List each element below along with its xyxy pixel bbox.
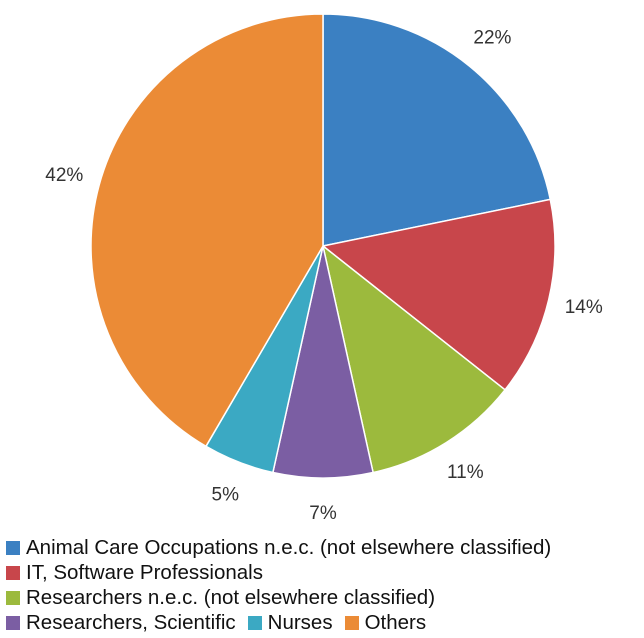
data-label: 5%	[212, 485, 240, 506]
legend-label: Others	[364, 611, 427, 634]
legend-swatch	[6, 590, 20, 605]
legend-swatch	[6, 540, 20, 555]
legend-item: Animal Care Occupations n.e.c. (not else…	[6, 535, 551, 560]
pie-slice	[322, 13, 552, 247]
legend-label: Researchers, Scientific	[26, 611, 236, 634]
legend-item: Nurses	[247, 610, 333, 635]
data-label: 42%	[45, 165, 83, 186]
pie-slice	[90, 13, 324, 448]
pie-slice	[321, 244, 507, 474]
legend-label: IT, Software Professionals	[26, 561, 263, 584]
data-label: 14%	[565, 297, 603, 318]
data-label: 7%	[309, 503, 337, 524]
legend-item: Researchers n.e.c. (not elsewhere classi…	[6, 585, 435, 610]
legend-label: Nurses	[267, 611, 333, 634]
legend-label: Researchers n.e.c. (not elsewhere classi…	[26, 586, 436, 609]
data-label: 22%	[473, 27, 511, 48]
legend-item: Researchers, Scientific	[6, 610, 236, 635]
legend-swatch	[6, 615, 20, 630]
data-label: 11%	[447, 462, 484, 483]
legend-item: IT, Software Professionals	[6, 560, 263, 585]
legend-swatch	[344, 615, 359, 630]
pie-slice	[321, 198, 556, 391]
legend-swatch	[247, 615, 262, 630]
chart: 22% 14% 11% 7% 5% 42%	[45, 13, 603, 524]
legend-label: Animal Care Occupations n.e.c. (not else…	[26, 536, 552, 559]
legend-item: Others	[344, 610, 427, 635]
legend-swatch	[6, 565, 20, 580]
legend: Animal Care Occupations n.e.c. (not else…	[6, 535, 644, 635]
